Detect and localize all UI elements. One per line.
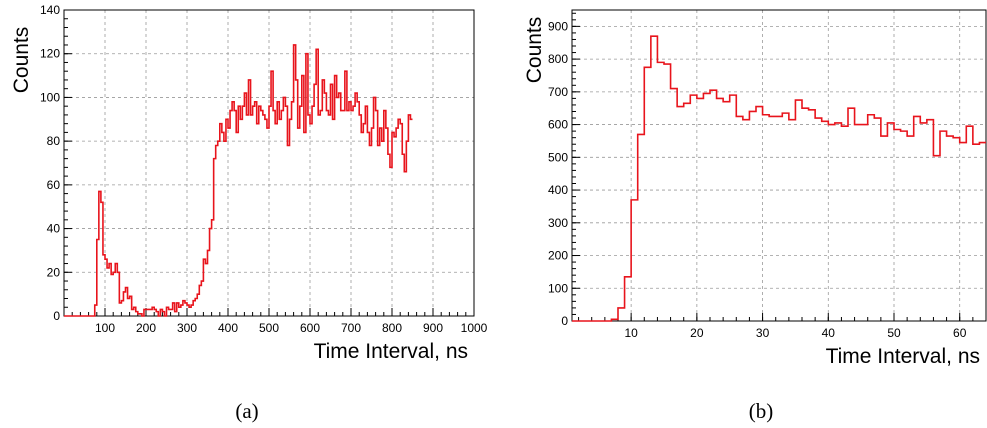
panel-b-y-tick-label: 300 — [548, 216, 568, 230]
panel-b-y-tick-label: 600 — [548, 118, 568, 132]
panel-a-y-axis-title: Counts — [10, 27, 33, 94]
panel-a-y-tick-label: 100 — [40, 90, 60, 104]
panel-a-x-tick-label: 700 — [341, 321, 361, 335]
panel-b-y-tick-label: 900 — [548, 19, 568, 33]
panel-a-y-tick-label: 80 — [47, 134, 61, 148]
panel-b-y-axis-title: Counts — [523, 17, 546, 84]
panel-b-y-tick-label: 0 — [561, 314, 568, 328]
panel-a-x-tick-label: 800 — [382, 321, 402, 335]
panel-b-x-tick-label: 40 — [822, 326, 836, 340]
panel-a-x-tick-label: 600 — [300, 321, 320, 335]
panel-b-x-tick-label: 10 — [624, 326, 638, 340]
panel-a-x-tick-label: 500 — [259, 321, 279, 335]
panel-b-histogram-line — [572, 35, 986, 322]
panel-b-y-tick-label: 700 — [548, 85, 568, 99]
panel-b-y-tick-label: 800 — [548, 52, 568, 66]
panel-b-grid — [572, 10, 986, 321]
panel-b-x-axis-title: Time Interval, ns — [826, 345, 980, 368]
panel-a-y-tick-label: 20 — [47, 265, 61, 279]
panel-a-grid — [64, 9, 475, 316]
panel-b-x-tick-label: 50 — [887, 326, 901, 340]
panel-a-x-tick-label: 100 — [95, 321, 115, 335]
panel-a-y-tick-label: 40 — [47, 222, 61, 236]
panel-b-histogram: 10 20 30 40 50 600100200300400500600700800900… — [523, 9, 987, 423]
panel-b-x-tick-label: 60 — [953, 326, 967, 340]
panel-a-x-tick-label: 900 — [423, 321, 443, 335]
panel-b-x-tick-label: 30 — [756, 326, 770, 340]
panel-b-plot-frame — [571, 9, 987, 322]
panel-a-caption: (a) — [235, 399, 258, 423]
panel-a-y-tick-label: 140 — [40, 3, 60, 17]
panel-a-ticks — [63, 9, 475, 317]
panel-a-x-tick-label: 1000 — [461, 321, 488, 335]
panel-b-y-tick-label: 400 — [548, 183, 568, 197]
panel-b-y-tick-label: 200 — [548, 249, 568, 263]
panel-a-x-tick-label: 300 — [177, 321, 197, 335]
panel-a-x-axis-title: Time Interval, ns — [314, 340, 468, 363]
panel-a-y-tick-label: 120 — [40, 47, 60, 61]
panel-a-x-tick-label: 400 — [218, 321, 238, 335]
panel-a-x-tick-label: 200 — [136, 321, 156, 335]
panel-a-y-tick-label: 0 — [53, 309, 60, 323]
panel-a-y-tick-label: 60 — [47, 178, 61, 192]
panel-b-y-tick-label: 100 — [548, 281, 568, 295]
panel-b-y-tick-label: 500 — [548, 150, 568, 164]
panel-b-x-tick-label: 20 — [690, 326, 704, 340]
panel-a-histogram-line — [64, 44, 413, 317]
panel-a-tick-labels: 100 200 300 400 500 600 700 800 900 1000 0 20 40 60 80… — [40, 3, 488, 335]
panel-b-caption: (b) — [749, 399, 774, 423]
panel-a-histogram: 100 200 300 400 500 600 700 800 900 1000 0 20 40 60 80… — [10, 3, 488, 423]
